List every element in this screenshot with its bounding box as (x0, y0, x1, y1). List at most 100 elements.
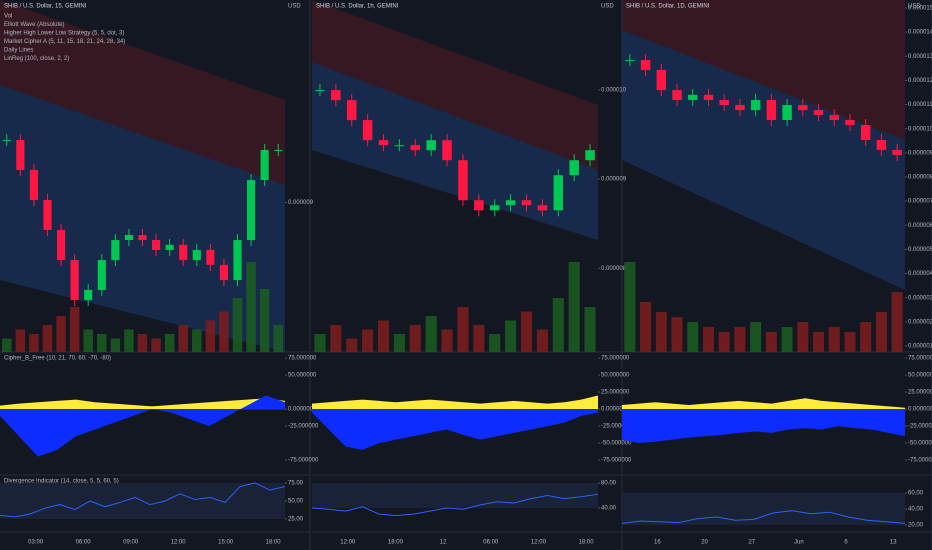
indicator-label: Daily Lines (4, 48, 33, 54)
volume-bar (734, 327, 746, 352)
candle (640, 60, 651, 71)
y-tick-label: 20.00 (908, 523, 924, 529)
candle (233, 240, 242, 281)
y-tick-label: 50.000000 (908, 373, 932, 379)
candle (798, 105, 808, 111)
candle (735, 105, 745, 111)
y-tick-label: 0.000000 (601, 407, 627, 413)
candle (474, 200, 484, 211)
y-tick-label: 0.000009 (288, 200, 314, 206)
volume-bar (765, 332, 777, 352)
y-tick-label: 0.000006 (908, 223, 932, 229)
volume-bar (56, 316, 66, 352)
candle (43, 200, 52, 230)
y-tick-label: -25.000000 (288, 424, 319, 430)
candle (426, 140, 436, 151)
divergence-line (0, 482, 286, 518)
candle (489, 205, 500, 211)
volume-bar (393, 334, 405, 352)
channel (622, 0, 905, 140)
candle (378, 140, 389, 146)
y-tick-label: 50.00 (288, 499, 304, 505)
x-tick-label: 6 (844, 540, 848, 546)
candle (553, 175, 564, 211)
candle (84, 289, 93, 301)
volume-bar (377, 320, 390, 352)
candle (876, 140, 887, 150)
volume-bar (860, 322, 872, 352)
y-tick-label: 0.000015 (908, 6, 932, 12)
y-tick-label: 0.000007 (908, 199, 932, 205)
candle (362, 120, 373, 141)
candle (70, 260, 79, 301)
y-tick-label: 50.000000 (601, 373, 630, 379)
wave-area (622, 409, 905, 444)
y-tick-label: 0.000000 (288, 407, 314, 413)
candle (2, 140, 11, 142)
y-tick-label: 25.00 (288, 517, 304, 523)
candle (29, 169, 38, 201)
candle (442, 140, 452, 161)
volume-bar (246, 262, 256, 352)
candle (57, 229, 66, 261)
candle (813, 110, 824, 115)
y-tick-label: 25.000000 (908, 390, 932, 396)
band (312, 483, 598, 508)
candle (346, 100, 357, 121)
momentum-area (622, 398, 905, 410)
channel (312, 0, 598, 170)
band (622, 493, 905, 525)
candle (394, 145, 405, 147)
volume-bar (362, 329, 374, 352)
y-tick-label: -75.000000 (601, 458, 632, 464)
y-tick-label: 25.000000 (601, 390, 630, 396)
y-tick-label: 0.000012 (908, 78, 932, 84)
candle (315, 90, 325, 92)
volume-bar (42, 325, 53, 352)
candle (656, 70, 667, 91)
x-tick-label: 12:00 (171, 540, 187, 546)
symbol-title: SHIB / U.S. Dollar, 1D, GEMINI (626, 4, 710, 10)
indicator-label: Divergence Indicator (14, close, 5, 5, 6… (4, 479, 119, 485)
wave-area (0, 395, 285, 457)
volume-bar (797, 322, 809, 352)
y-tick-label: -25.000000 (601, 424, 632, 430)
indicator-label: Higher High Lower Low Strategy (5, 5, do… (4, 31, 124, 37)
symbol-title: SHIB / U.S. Dollar, 1h, GEMINI (316, 4, 399, 10)
y-tick-label: 0.000014 (908, 30, 932, 36)
volume-bar (178, 325, 188, 352)
y-tick-label: -25.000000 (908, 424, 932, 430)
volume-bar (164, 334, 175, 352)
y-tick-label: 0.000005 (908, 247, 932, 253)
volume-bar (137, 334, 148, 352)
y-tick-label: 0.000008 (601, 266, 627, 272)
candle (111, 240, 120, 261)
candle (152, 240, 161, 250)
candle (331, 90, 341, 101)
volume-bar (520, 311, 533, 352)
candle (521, 200, 532, 206)
volume-bar (205, 320, 216, 352)
candle (505, 200, 516, 206)
volume-bar (568, 262, 580, 352)
candle (569, 160, 579, 176)
volume-bar (624, 262, 636, 352)
volume-bar (192, 329, 202, 352)
volume-bar (232, 298, 243, 352)
candle (625, 60, 635, 62)
y-tick-label: 75.000000 (288, 356, 317, 362)
volume-bar (536, 329, 548, 352)
x-tick-label: Jun (794, 540, 804, 546)
y-tick-label: 60.00 (908, 491, 924, 497)
divergence-line (311, 493, 599, 517)
indicator-label: Vol (4, 14, 12, 20)
y-tick-label: 0.000009 (908, 150, 932, 156)
volume-bar (219, 311, 229, 352)
candle (766, 99, 777, 120)
candle (672, 90, 682, 100)
candle (206, 249, 215, 265)
y-tick-label: 40.00 (601, 506, 617, 512)
candle (860, 125, 871, 141)
candle (829, 114, 839, 120)
candle (703, 94, 714, 100)
